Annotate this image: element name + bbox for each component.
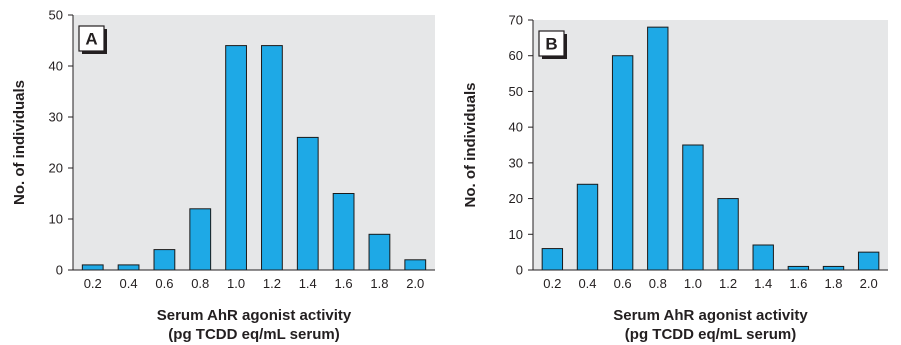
plot-area-a <box>73 15 435 270</box>
bar-a-0.8 <box>189 208 212 271</box>
bar-b-1.2 <box>717 198 739 271</box>
chart-panel-a: 0 10 20 30 40 50 0.2 0.4 0.6 0.8 1.0 1.2 1.4 1.6 1.8 2… <box>0 0 450 345</box>
x-tick-label: 0.6 <box>614 276 632 291</box>
bar-b-1.6 <box>787 265 810 271</box>
x-tick-label: 1.2 <box>719 276 737 291</box>
bar-b-0.2 <box>541 248 564 271</box>
y-tick-label: 30 <box>509 155 523 170</box>
y-tick-label: 10 <box>509 227 523 242</box>
x-tick-label: 1.4 <box>754 276 772 291</box>
bar-a-1.8 <box>368 233 391 271</box>
bar-b-1.0 <box>682 144 704 271</box>
bar-b-2.0 <box>857 251 880 271</box>
x-tick-label: 1.8 <box>824 276 842 291</box>
x-tick-label: 0.4 <box>120 276 138 291</box>
bar-a-2.0 <box>404 259 427 271</box>
x-tick-label: 1.4 <box>299 276 317 291</box>
x-axis-title-b-line1: Serum AhR agonist activity <box>613 307 808 324</box>
bar-b-0.8 <box>647 26 669 271</box>
panel-label-b: B <box>545 35 557 54</box>
x-tick-label: 1.0 <box>227 276 245 291</box>
chart-a-svg: 0 10 20 30 40 50 0.2 0.4 0.6 0.8 1.0 1.2 1.4 1.6 1.8 2… <box>11 8 435 343</box>
x-tick-label: 1.6 <box>335 276 353 291</box>
y-tick-label: 10 <box>49 212 63 227</box>
bar-a-1.2 <box>261 45 283 271</box>
x-axis-title-a-line2: (pg TCDD eq/mL serum) <box>168 326 339 343</box>
panel-label-badge-b: B <box>538 30 567 59</box>
bar-a-0.4 <box>117 264 140 271</box>
x-tick-label: 0.8 <box>191 276 209 291</box>
y-tick-label: 20 <box>49 161 63 176</box>
x-tick-label: 1.8 <box>370 276 388 291</box>
x-tick-label: 0.2 <box>84 276 102 291</box>
x-tick-label: 0.6 <box>155 276 173 291</box>
y-tick-label: 50 <box>509 84 523 99</box>
y-tick-label: 30 <box>49 110 63 125</box>
bar-a-1.6 <box>332 193 355 271</box>
chart-panel-b: 0 10 20 30 40 50 60 70 0.2 0.4 0.6 0.8 1.0 1.2 1.4 1.6… <box>451 0 901 345</box>
bar-b-1.4 <box>752 244 774 271</box>
x-tick-label: 0.2 <box>543 276 561 291</box>
x-tick-label: 2.0 <box>860 276 878 291</box>
x-axis-title-b-line2: (pg TCDD eq/mL serum) <box>625 326 796 343</box>
x-tick-label: 0.4 <box>578 276 596 291</box>
y-tick-label: 40 <box>49 59 63 74</box>
y-tick-label: 20 <box>509 191 523 206</box>
y-tick-label: 0 <box>56 263 63 278</box>
y-axis-title-b: No. of individuals <box>462 82 479 207</box>
bar-b-1.8 <box>822 265 845 271</box>
y-tick-label: 50 <box>49 8 63 23</box>
y-tick-label: 70 <box>509 13 523 28</box>
bar-a-0.2 <box>81 264 104 271</box>
bar-a-0.6 <box>153 249 176 271</box>
chart-b-svg: 0 10 20 30 40 50 60 70 0.2 0.4 0.6 0.8 1.0 1.2 1.4 1.6… <box>462 13 888 343</box>
y-tick-label: 60 <box>509 48 523 63</box>
bar-b-0.4 <box>576 183 599 271</box>
x-tick-label: 1.0 <box>684 276 702 291</box>
y-axis-title-a: No. of individuals <box>11 80 28 205</box>
x-tick-label: 1.6 <box>789 276 807 291</box>
x-tick-label: 1.2 <box>263 276 281 291</box>
y-tick-label: 40 <box>509 120 523 135</box>
panel-label-badge-a: A <box>78 25 107 54</box>
panel-label-a: A <box>85 30 97 49</box>
x-tick-label: 0.8 <box>649 276 667 291</box>
x-axis-title-a-line1: Serum AhR agonist activity <box>157 307 352 324</box>
bar-a-1.0 <box>225 45 247 271</box>
bar-a-1.4 <box>296 136 319 271</box>
bar-b-0.6 <box>611 55 634 271</box>
y-tick-label: 0 <box>516 263 523 278</box>
x-tick-label: 2.0 <box>406 276 424 291</box>
